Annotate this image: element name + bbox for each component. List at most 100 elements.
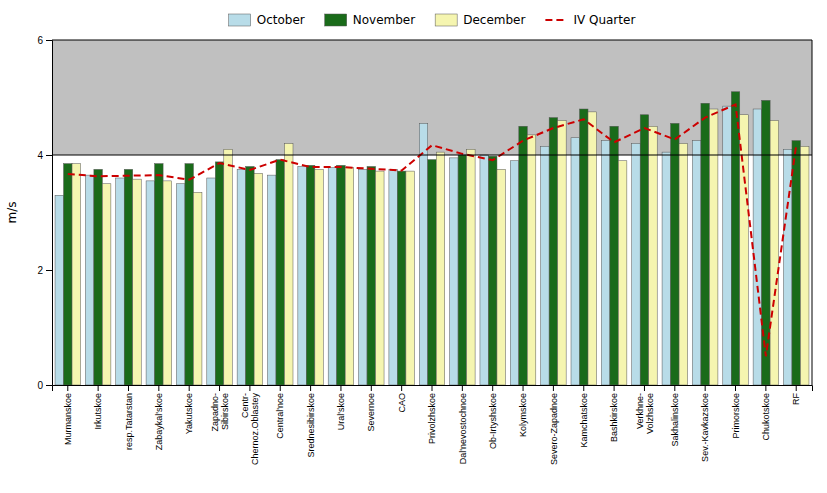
bar: [64, 164, 72, 385]
bar: [345, 168, 353, 385]
tick-label: 2: [37, 265, 43, 276]
bar: [254, 173, 262, 385]
tick-mark: [644, 385, 645, 391]
tick-label: Severo-Zapadnoe: [549, 393, 559, 465]
tick-label: Yakutskoe: [184, 393, 194, 434]
bar: [610, 126, 618, 385]
bar: [72, 164, 80, 385]
tick-label: Irkutskoe: [93, 393, 103, 430]
bar: [649, 126, 657, 385]
bar: [510, 161, 518, 385]
tick-mark: [583, 385, 584, 391]
bar: [549, 118, 557, 385]
tick-mark: [614, 385, 615, 391]
bar: [770, 121, 778, 386]
bar: [679, 144, 687, 386]
tick: Murmanskoe: [63, 385, 73, 445]
bar: [618, 161, 626, 385]
bar: [306, 165, 314, 385]
tick: CAO: [397, 385, 407, 413]
bar: [155, 164, 163, 385]
legend-label: IV Quarter: [573, 13, 635, 27]
tick: Verkhne-Volzhskoe: [635, 385, 655, 434]
bar: [541, 146, 549, 385]
bar: [406, 171, 414, 385]
line: [68, 104, 796, 356]
bar: [709, 109, 717, 385]
bar: [792, 141, 800, 385]
bar: [215, 162, 223, 385]
tick: Primorskoe: [731, 385, 741, 439]
tick: Kamchatskoe: [579, 385, 589, 448]
bar: [328, 168, 336, 385]
tick-mark: [796, 385, 797, 391]
bar: [207, 178, 215, 385]
bar: [94, 169, 102, 385]
bar: [436, 152, 444, 385]
legend-label: November: [353, 13, 415, 27]
bar: [284, 144, 292, 386]
bar: [601, 141, 609, 385]
tick-label: Verkhne-Volzhskoe: [635, 393, 655, 434]
tick: Irkutskoe: [93, 385, 103, 430]
legend-item: October: [229, 13, 305, 27]
tick-mark: [765, 385, 766, 391]
tick: Privolzhskoe: [427, 385, 437, 444]
tick: Yakutskoe: [184, 385, 194, 434]
tick-mark: [67, 385, 68, 391]
y-axis: 0246: [37, 35, 52, 391]
tick-label: Srednesibirskoe: [306, 393, 316, 458]
tick: 6: [37, 35, 52, 46]
y-axis-title: m/s: [5, 202, 19, 224]
bar: [428, 160, 436, 385]
tick: Zapadno-Sibirskoe: [210, 385, 230, 432]
bar: [359, 169, 367, 385]
plot: 0246MurmanskoeIrkutskoeresp.TatarstanZab…: [37, 35, 812, 465]
tick-label: Ural'skoe: [336, 393, 346, 430]
tick-mark: [219, 385, 220, 391]
tick: Severo-Zapadnoe: [549, 385, 559, 465]
bar: [163, 181, 171, 385]
tick: resp.Tatarstan: [124, 385, 134, 450]
tick: Chukotskoe: [761, 385, 771, 441]
tick-mark: [432, 385, 433, 391]
tick-mark: [280, 385, 281, 391]
tick-label: Central'noe: [275, 393, 285, 439]
tick-mark: [705, 385, 706, 391]
bar: [632, 144, 640, 386]
bar: [588, 112, 596, 385]
tick-mark: [128, 385, 129, 391]
frame: [52, 40, 812, 41]
bar: [193, 192, 201, 385]
bar: [237, 169, 245, 385]
tick-label: Bashkirskoe: [609, 393, 619, 442]
legend-item: December: [435, 13, 525, 27]
tick-mark: [46, 40, 52, 41]
tick-mark: [46, 155, 52, 156]
frame: [812, 40, 813, 385]
tick-mark: [553, 385, 554, 391]
legend-swatch: [325, 14, 347, 26]
bar-series: [55, 106, 792, 385]
tick-label: RF: [791, 393, 801, 405]
tick-mark: [46, 385, 52, 386]
bar: [367, 167, 375, 386]
tick-mark: [735, 385, 736, 391]
tick-mark: [98, 385, 99, 391]
tick-label: CAO: [397, 393, 407, 413]
tick: Centr-Chernoz.Oblastey: [240, 385, 260, 465]
bar: [467, 149, 475, 385]
tick-label: 4: [37, 150, 43, 161]
legend-swatch: [545, 19, 567, 21]
tick: Kolymskoe: [518, 385, 528, 437]
bar: [397, 171, 405, 385]
marks: [52, 40, 812, 385]
tick-mark: [158, 385, 159, 391]
bar: [800, 146, 808, 385]
tick-mark: [523, 385, 524, 391]
legend-label: October: [257, 13, 305, 27]
bar: [753, 109, 761, 385]
tick-mark: [46, 270, 52, 271]
tick: Dal'nevostochnoe: [458, 385, 468, 464]
tick-label: Severnoe: [366, 393, 376, 432]
